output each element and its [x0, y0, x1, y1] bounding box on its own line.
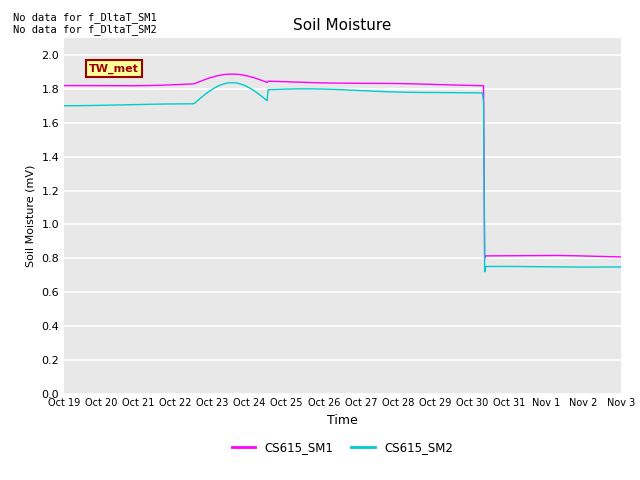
- CS615_SM2: [519, 264, 527, 269]
- CS615_SM1: [481, 255, 488, 261]
- CS615_SM2: [606, 264, 614, 270]
- CS615_SM2: [481, 269, 488, 275]
- Legend: CS615_SM1, CS615_SM2: CS615_SM1, CS615_SM2: [227, 436, 458, 459]
- CS615_SM1: [606, 254, 614, 260]
- CS615_SM1: [393, 81, 401, 86]
- X-axis label: Time: Time: [327, 414, 358, 427]
- Title: Soil Moisture: Soil Moisture: [293, 18, 392, 33]
- Line: CS615_SM2: CS615_SM2: [64, 83, 621, 272]
- CS615_SM2: [393, 89, 401, 95]
- CS615_SM2: [60, 103, 68, 108]
- CS615_SM1: [519, 252, 527, 258]
- CS615_SM1: [362, 81, 370, 86]
- Text: No data for f_DltaT_SM2: No data for f_DltaT_SM2: [13, 24, 157, 35]
- CS615_SM2: [362, 88, 370, 94]
- CS615_SM1: [326, 80, 333, 86]
- CS615_SM2: [326, 86, 333, 92]
- CS615_SM1: [617, 254, 625, 260]
- CS615_SM2: [617, 264, 625, 270]
- Text: TW_met: TW_met: [89, 63, 139, 74]
- CS615_SM1: [60, 83, 68, 88]
- Line: CS615_SM1: CS615_SM1: [64, 74, 621, 258]
- CS615_SM2: [329, 86, 337, 92]
- CS615_SM1: [228, 71, 236, 77]
- CS615_SM1: [329, 80, 337, 86]
- CS615_SM2: [228, 80, 236, 85]
- Y-axis label: Soil Moisture (mV): Soil Moisture (mV): [26, 165, 36, 267]
- Text: No data for f_DltaT_SM1: No data for f_DltaT_SM1: [13, 12, 157, 23]
